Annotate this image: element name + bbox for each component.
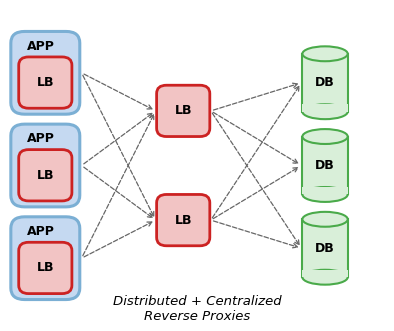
Ellipse shape [302,187,348,202]
Text: APP: APP [28,40,55,53]
Bar [302,137,348,195]
FancyBboxPatch shape [11,124,80,207]
Text: APP: APP [28,132,55,145]
Bar [302,54,348,112]
FancyBboxPatch shape [19,242,72,294]
Ellipse shape [302,270,348,285]
Text: LB: LB [37,169,54,182]
FancyBboxPatch shape [19,150,72,201]
Bar [302,270,348,277]
Ellipse shape [302,129,348,144]
Text: DB: DB [315,76,335,89]
Text: Distributed + Centralized
Reverse Proxies: Distributed + Centralized Reverse Proxie… [113,295,281,323]
Text: LB: LB [175,104,192,118]
FancyBboxPatch shape [156,195,210,246]
Text: APP: APP [28,225,55,238]
FancyBboxPatch shape [156,85,210,136]
FancyBboxPatch shape [11,217,80,300]
Text: DB: DB [315,242,335,255]
Text: DB: DB [315,159,335,172]
Bar [302,104,348,112]
FancyBboxPatch shape [11,31,80,114]
FancyBboxPatch shape [19,57,72,108]
Text: LB: LB [37,261,54,274]
Text: LB: LB [37,76,54,89]
Text: LB: LB [175,213,192,227]
Ellipse shape [302,212,348,227]
Bar [302,187,348,195]
Bar [302,219,348,277]
Ellipse shape [302,46,348,61]
Ellipse shape [302,104,348,119]
